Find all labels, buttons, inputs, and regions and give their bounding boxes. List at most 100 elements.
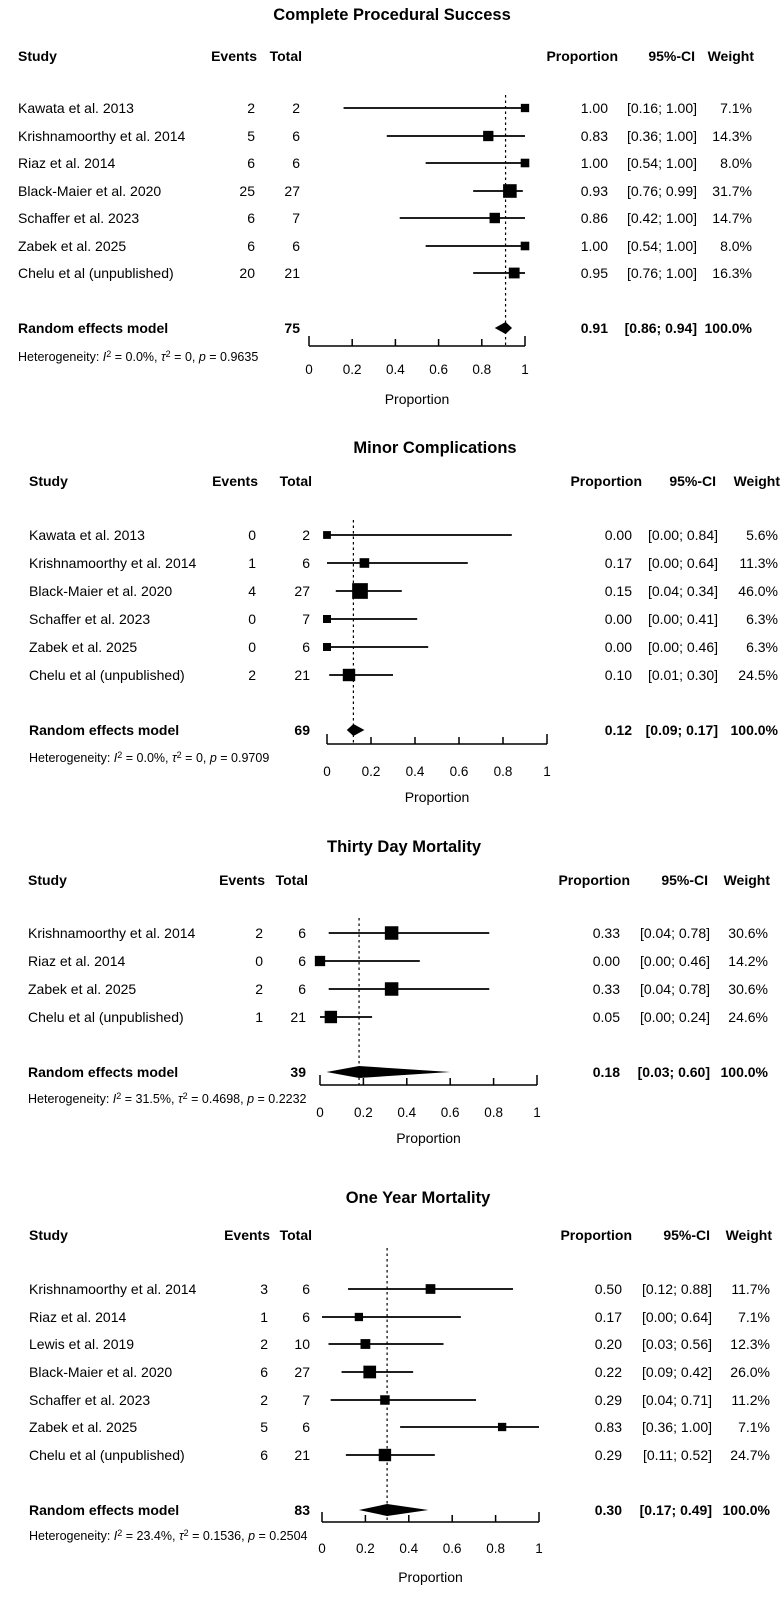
pooled-proportion-value: 0.18 xyxy=(592,1064,620,1080)
stat-symbol: p xyxy=(248,1529,256,1543)
pooled-total-value: 69 xyxy=(294,722,310,738)
ci-value: [0.04; 0.78] xyxy=(639,925,710,941)
ci-value: [0.76; 0.99] xyxy=(626,183,697,199)
study-label: Riaz et al. 2014 xyxy=(29,1309,127,1325)
pooled-total-value: 39 xyxy=(290,1064,306,1080)
stat-symbol: I xyxy=(113,751,118,765)
total-value: 21 xyxy=(294,1447,310,1463)
stat-text: 2 xyxy=(106,349,112,359)
x-axis-tick-label: 0.4 xyxy=(397,1105,417,1120)
study-label: Kawata et al. 2013 xyxy=(29,527,145,543)
events-value: 6 xyxy=(260,1447,268,1463)
total-value: 6 xyxy=(302,1309,310,1325)
effect-square xyxy=(483,130,494,142)
stat-text: 0.2232 xyxy=(268,1092,307,1106)
stat-symbol: τ xyxy=(177,1092,183,1106)
study-label: Chelu et al (unpublished) xyxy=(29,1447,185,1463)
weight-value: 30.6% xyxy=(728,981,768,997)
ci-value: [0.54; 1.00] xyxy=(626,155,697,171)
x-axis-tick-label: 0 xyxy=(323,764,331,779)
study-label: Schaffer et al. 2023 xyxy=(29,611,151,627)
column-header-weight: Weight xyxy=(725,1227,772,1243)
pooled-ci-value: [0.03; 0.60] xyxy=(637,1064,710,1080)
effect-square xyxy=(378,1448,392,1462)
stat-text: = xyxy=(254,1092,269,1106)
effect-square xyxy=(359,558,370,568)
weight-value: 26.0% xyxy=(730,1364,770,1380)
column-header-study: Study xyxy=(28,872,67,888)
x-axis-tick-label: 0.2 xyxy=(361,764,381,779)
events-value: 4 xyxy=(248,583,256,599)
events-value: 1 xyxy=(260,1309,268,1325)
events-value: 2 xyxy=(255,925,263,941)
pooled-diamond xyxy=(494,322,513,334)
effect-square xyxy=(363,1365,377,1379)
weight-value: 12.3% xyxy=(730,1336,770,1352)
weight-value: 14.3% xyxy=(712,128,752,144)
pooled-weight-value: 100.0% xyxy=(722,1502,770,1518)
total-value: 6 xyxy=(302,1281,310,1297)
events-value: 5 xyxy=(247,128,255,144)
column-header-study: Study xyxy=(29,473,68,489)
study-label: Riaz et al. 2014 xyxy=(28,953,126,969)
study-label: Black-Maier et al. 2020 xyxy=(29,583,173,599)
study-label: Schaffer et al. 2023 xyxy=(18,210,140,226)
effect-square xyxy=(314,955,326,967)
weight-value: 7.1% xyxy=(738,1309,770,1325)
x-axis-tick-label: 0 xyxy=(305,362,313,377)
stat-text: 0.0% xyxy=(136,751,166,765)
events-value: 20 xyxy=(239,265,255,281)
total-value: 2 xyxy=(292,100,300,116)
weight-value: 31.7% xyxy=(712,183,752,199)
x-axis-title: Proportion xyxy=(396,1130,461,1146)
weight-value: 11.3% xyxy=(739,555,778,571)
ci-value: [0.00; 0.46] xyxy=(639,953,710,969)
ci-value: [0.36; 1.00] xyxy=(641,1419,712,1435)
study-label: Krishnamoorthy et al. 2014 xyxy=(29,1281,197,1297)
proportion-value: 0.95 xyxy=(580,265,608,281)
x-axis-title: Proportion xyxy=(384,391,450,407)
ci-value: [0.36; 1.00] xyxy=(626,128,697,144)
weight-value: 24.7% xyxy=(730,1447,770,1463)
stat-text: , xyxy=(170,1092,178,1106)
study-label: Lewis et al. 2019 xyxy=(29,1336,135,1352)
stat-text: Heterogeneity: xyxy=(18,350,103,364)
stat-text: 23.4% xyxy=(136,1529,172,1543)
events-value: 25 xyxy=(239,183,255,199)
x-axis-tick-label: 0.8 xyxy=(486,1541,505,1556)
column-header-events: Events xyxy=(211,48,257,64)
proportion-value: 0.15 xyxy=(604,583,632,599)
events-value: 0 xyxy=(248,611,256,627)
ci-value: [0.76; 1.00] xyxy=(626,265,697,281)
x-axis-tick-label: 1 xyxy=(521,362,529,377)
events-value: 1 xyxy=(248,555,256,571)
stat-text: = xyxy=(111,350,126,364)
ci-value: [0.00; 0.64] xyxy=(641,1309,712,1325)
effect-square xyxy=(497,1422,507,1432)
study-label: Zabek et al. 2025 xyxy=(29,639,138,655)
column-header-total: Total xyxy=(279,473,312,489)
ci-value: [0.00; 0.41] xyxy=(647,611,718,627)
stat-text: , xyxy=(165,751,172,765)
pooled-diamond xyxy=(358,1504,429,1516)
stat-text: 0.9709 xyxy=(231,751,270,765)
ci-value: [0.04; 0.78] xyxy=(639,981,710,997)
stat-text: 2 xyxy=(116,1091,122,1101)
weight-value: 14.2% xyxy=(728,953,768,969)
column-header-events: Events xyxy=(212,473,258,489)
column-header-proportion: Proportion xyxy=(570,473,642,489)
column-header-weight: Weight xyxy=(707,48,754,64)
x-axis-tick-label: 0.6 xyxy=(429,362,448,377)
events-value: 0 xyxy=(248,639,256,655)
x-axis-tick-label: 0.6 xyxy=(442,1541,462,1556)
total-value: 6 xyxy=(292,155,300,171)
pooled-label: Random effects model xyxy=(28,1064,179,1080)
x-axis-tick-label: 0.6 xyxy=(440,1105,460,1120)
study-label: Chelu et al (unpublished) xyxy=(28,1009,184,1025)
stat-text: = xyxy=(122,1529,137,1543)
effect-square xyxy=(324,1010,338,1024)
stat-symbol: I xyxy=(112,1092,117,1106)
stat-text: , xyxy=(154,350,161,364)
stat-text: 0.2504 xyxy=(269,1529,308,1543)
